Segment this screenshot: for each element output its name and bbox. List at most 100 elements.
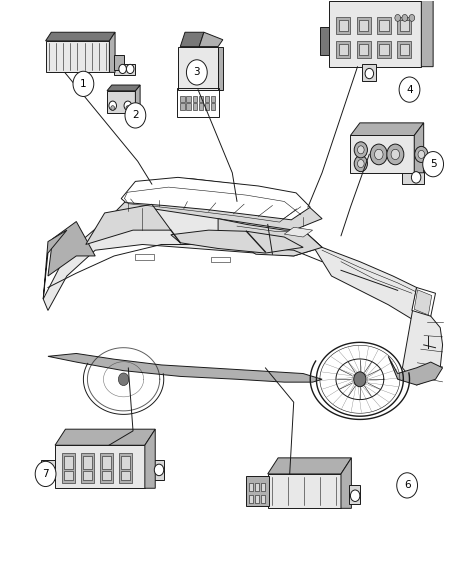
FancyBboxPatch shape [121, 471, 130, 480]
Polygon shape [362, 64, 376, 81]
Circle shape [370, 144, 387, 165]
FancyBboxPatch shape [211, 104, 215, 110]
FancyBboxPatch shape [359, 20, 368, 31]
Circle shape [127, 64, 134, 74]
Circle shape [119, 64, 127, 74]
Polygon shape [412, 288, 436, 316]
Polygon shape [86, 204, 171, 244]
FancyBboxPatch shape [329, 1, 421, 67]
Polygon shape [284, 227, 313, 237]
Circle shape [43, 464, 53, 476]
FancyBboxPatch shape [400, 20, 409, 31]
Polygon shape [180, 32, 204, 47]
Circle shape [111, 106, 115, 110]
FancyBboxPatch shape [336, 41, 350, 58]
Circle shape [357, 160, 364, 168]
Circle shape [415, 147, 428, 163]
Circle shape [354, 142, 367, 158]
FancyBboxPatch shape [46, 41, 109, 72]
Circle shape [155, 464, 164, 476]
Text: 3: 3 [193, 67, 200, 78]
FancyBboxPatch shape [136, 254, 155, 260]
Text: 1: 1 [80, 79, 87, 89]
FancyBboxPatch shape [211, 96, 215, 102]
Polygon shape [107, 85, 140, 91]
Polygon shape [350, 123, 424, 136]
FancyBboxPatch shape [268, 474, 341, 508]
Circle shape [357, 146, 364, 154]
FancyBboxPatch shape [55, 445, 145, 488]
Circle shape [395, 14, 401, 21]
FancyBboxPatch shape [100, 453, 113, 482]
Polygon shape [218, 218, 322, 256]
FancyBboxPatch shape [255, 494, 259, 503]
Polygon shape [329, 0, 433, 1]
FancyBboxPatch shape [178, 47, 218, 90]
Polygon shape [349, 485, 360, 504]
Circle shape [409, 14, 415, 21]
FancyBboxPatch shape [62, 453, 75, 482]
FancyBboxPatch shape [205, 96, 209, 102]
Circle shape [350, 490, 360, 501]
FancyBboxPatch shape [377, 41, 391, 58]
Polygon shape [109, 32, 115, 72]
FancyBboxPatch shape [102, 456, 111, 469]
Polygon shape [145, 429, 155, 488]
FancyBboxPatch shape [180, 104, 184, 110]
FancyBboxPatch shape [186, 104, 191, 110]
Circle shape [391, 150, 400, 160]
Circle shape [423, 152, 444, 177]
FancyBboxPatch shape [64, 471, 73, 480]
FancyBboxPatch shape [261, 494, 265, 503]
Polygon shape [421, 0, 433, 67]
FancyBboxPatch shape [83, 471, 92, 480]
FancyBboxPatch shape [379, 44, 389, 55]
FancyBboxPatch shape [192, 104, 197, 110]
Circle shape [374, 150, 383, 160]
Circle shape [124, 101, 132, 110]
Circle shape [186, 60, 207, 85]
FancyBboxPatch shape [397, 17, 411, 34]
FancyBboxPatch shape [83, 456, 92, 469]
FancyBboxPatch shape [102, 471, 111, 480]
FancyBboxPatch shape [121, 456, 130, 469]
FancyBboxPatch shape [180, 96, 184, 102]
Circle shape [126, 106, 130, 110]
FancyBboxPatch shape [255, 483, 259, 491]
Circle shape [73, 71, 94, 97]
FancyBboxPatch shape [211, 256, 230, 262]
Circle shape [109, 101, 117, 110]
FancyBboxPatch shape [199, 96, 203, 102]
Polygon shape [43, 230, 67, 299]
Polygon shape [41, 459, 55, 480]
Circle shape [402, 14, 408, 21]
FancyBboxPatch shape [246, 476, 269, 506]
Circle shape [354, 372, 366, 387]
Polygon shape [136, 85, 140, 113]
FancyBboxPatch shape [249, 483, 253, 491]
FancyBboxPatch shape [107, 91, 136, 113]
FancyBboxPatch shape [199, 104, 203, 110]
Polygon shape [402, 288, 443, 385]
Polygon shape [218, 47, 223, 90]
Polygon shape [121, 177, 310, 220]
FancyBboxPatch shape [192, 96, 197, 102]
Polygon shape [43, 201, 322, 310]
Polygon shape [114, 64, 136, 75]
Polygon shape [55, 429, 155, 445]
Polygon shape [46, 32, 115, 41]
Circle shape [411, 171, 421, 183]
Polygon shape [114, 55, 124, 70]
Text: 6: 6 [404, 480, 410, 490]
FancyBboxPatch shape [81, 453, 94, 482]
Text: 2: 2 [132, 110, 139, 120]
FancyBboxPatch shape [356, 41, 371, 58]
Circle shape [125, 103, 146, 128]
Circle shape [35, 461, 56, 486]
FancyBboxPatch shape [359, 44, 368, 55]
Polygon shape [402, 170, 424, 184]
Circle shape [354, 156, 367, 171]
Circle shape [399, 77, 420, 102]
FancyBboxPatch shape [64, 456, 73, 469]
FancyBboxPatch shape [205, 104, 209, 110]
